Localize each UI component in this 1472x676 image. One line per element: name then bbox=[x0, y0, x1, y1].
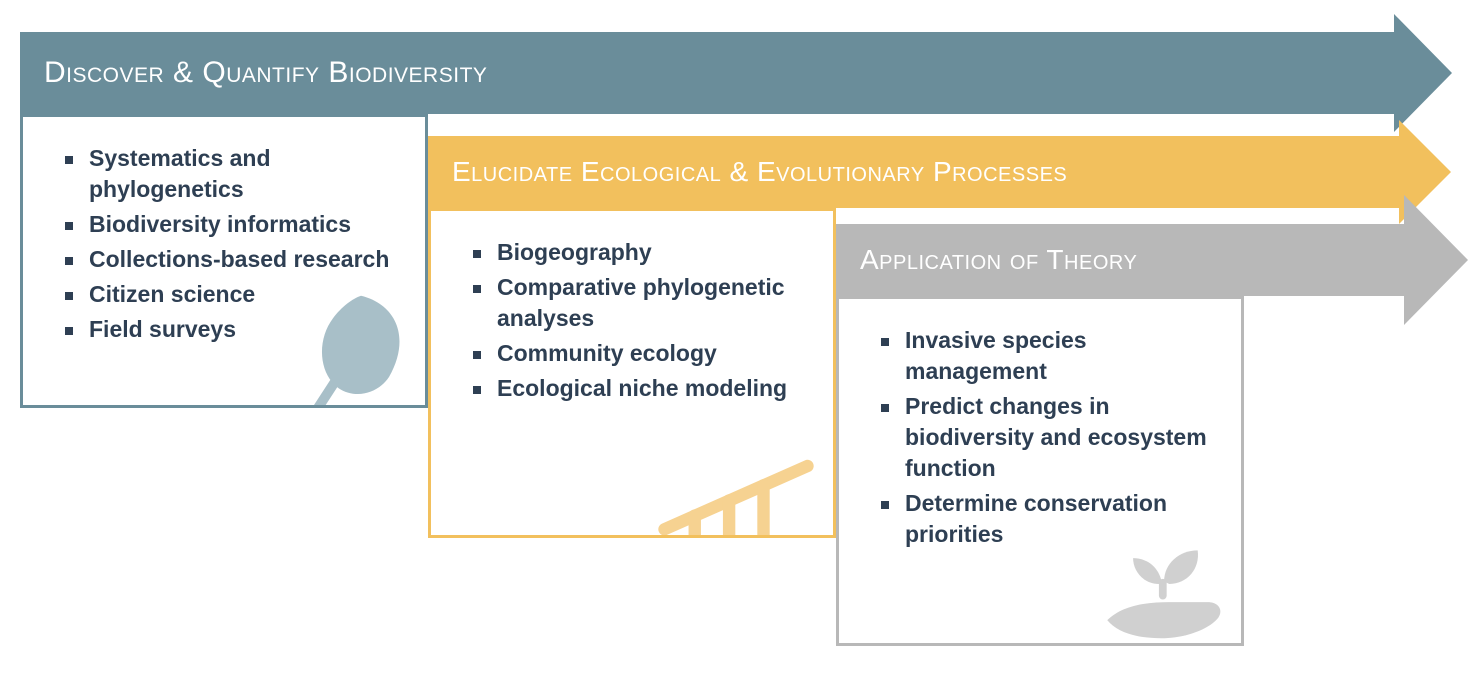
stage-application-header: Application of Theory bbox=[836, 224, 1405, 296]
arrow-right-icon bbox=[1404, 195, 1468, 325]
list-item: Comparative phylogenetic analyses bbox=[459, 272, 805, 334]
stage-application-list: Invasive species management Predict chan… bbox=[867, 325, 1213, 550]
stage-application-title: Application of Theory bbox=[860, 244, 1137, 276]
list-item: Community ecology bbox=[459, 338, 805, 369]
stage-elucidate-header: Elucidate Ecological & Evolutionary Proc… bbox=[428, 136, 1400, 208]
list-item: Ecological niche modeling bbox=[459, 373, 805, 404]
stage-discover-title: Discover & Quantify Biodiversity bbox=[44, 56, 487, 90]
list-item: Determine conservation priorities bbox=[867, 488, 1213, 550]
list-item: Biogeography bbox=[459, 237, 805, 268]
list-item: Systematics and phylogenetics bbox=[51, 143, 397, 205]
stage-discover-header: Discover & Quantify Biodiversity bbox=[20, 32, 1395, 114]
stage-discover-list: Systematics and phylogenetics Biodiversi… bbox=[51, 143, 397, 345]
branch-icon bbox=[651, 433, 821, 538]
stage-elucidate-title: Elucidate Ecological & Evolutionary Proc… bbox=[452, 156, 1067, 188]
list-item: Field surveys bbox=[51, 314, 397, 345]
stage-discover-body: Systematics and phylogenetics Biodiversi… bbox=[20, 114, 428, 408]
list-item: Invasive species management bbox=[867, 325, 1213, 387]
list-item: Collections-based research bbox=[51, 244, 397, 275]
list-item: Biodiversity informatics bbox=[51, 209, 397, 240]
stage-elucidate-list: Biogeography Comparative phylogenetic an… bbox=[459, 237, 805, 404]
list-item: Predict changes in biodiversity and ecos… bbox=[867, 391, 1213, 484]
list-item: Citizen science bbox=[51, 279, 397, 310]
stage-application-body: Invasive species management Predict chan… bbox=[836, 296, 1244, 646]
stage-application: Application of Theory Invasive species m… bbox=[836, 224, 1405, 646]
arrow-right-icon bbox=[1394, 14, 1452, 132]
stage-elucidate-body: Biogeography Comparative phylogenetic an… bbox=[428, 208, 836, 538]
